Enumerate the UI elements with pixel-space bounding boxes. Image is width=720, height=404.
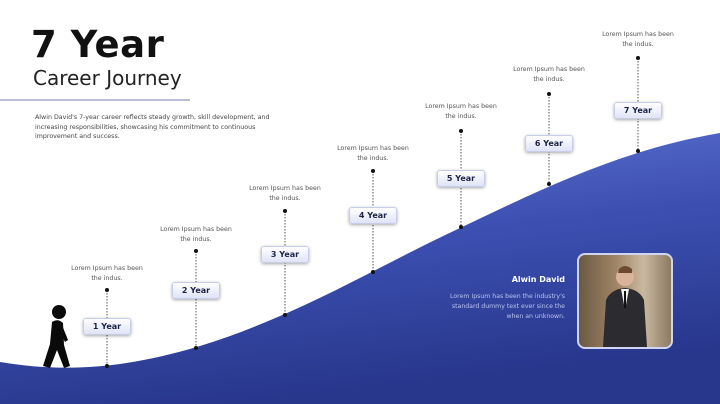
profile-bio: Lorem Ipsum has been the industry's stan…: [450, 293, 565, 320]
milestone-dot: [283, 209, 287, 213]
page-title: 7 Year: [31, 23, 165, 66]
milestone-badge: 6 Year: [525, 135, 573, 152]
milestone-badge: 4 Year: [349, 207, 397, 224]
milestone-badge: 7 Year: [614, 102, 662, 119]
milestone-badge: 1 Year: [83, 318, 131, 335]
profile-name: Alwin David: [511, 275, 565, 284]
milestone-text: Lorem Ipsum has been the indus.: [160, 226, 232, 243]
milestone-text: Lorem Ipsum has been the indus.: [337, 145, 409, 162]
milestone-text: Lorem Ipsum has been the indus.: [513, 66, 585, 83]
milestone-dot: [459, 129, 463, 133]
milestone-badge: 2 Year: [172, 282, 220, 299]
growth-curve: [0, 133, 720, 404]
milestone-text: Lorem Ipsum has been the indus.: [602, 31, 674, 48]
milestone-badge: 3 Year: [261, 246, 309, 263]
milestone-text: Lorem Ipsum has been the indus.: [71, 265, 143, 282]
person-photo-icon: [603, 266, 647, 347]
milestone-dot: [547, 182, 551, 186]
divider: [0, 99, 190, 101]
milestone-dot: [636, 56, 640, 60]
milestone-text: Lorem Ipsum has been the indus.: [249, 185, 321, 202]
walking-person-icon: [43, 305, 70, 368]
milestone-dot: [194, 346, 198, 350]
milestone-dot: [547, 92, 551, 96]
profile-photo: [577, 253, 673, 349]
page-subtitle: Career Journey: [33, 66, 182, 90]
description: Alwin David's 7-year career reflects ste…: [35, 114, 270, 141]
milestone-badge: 5 Year: [437, 170, 485, 187]
milestone-dot: [371, 169, 375, 173]
milestone-dot: [371, 270, 375, 274]
milestone-dot: [636, 149, 640, 153]
milestone-dot: [283, 313, 287, 317]
milestone-dot: [105, 288, 109, 292]
milestone-dot: [194, 249, 198, 253]
milestone-text: Lorem Ipsum has been the indus.: [425, 103, 497, 120]
milestone-dot: [459, 225, 463, 229]
milestone-dot: [105, 364, 109, 368]
